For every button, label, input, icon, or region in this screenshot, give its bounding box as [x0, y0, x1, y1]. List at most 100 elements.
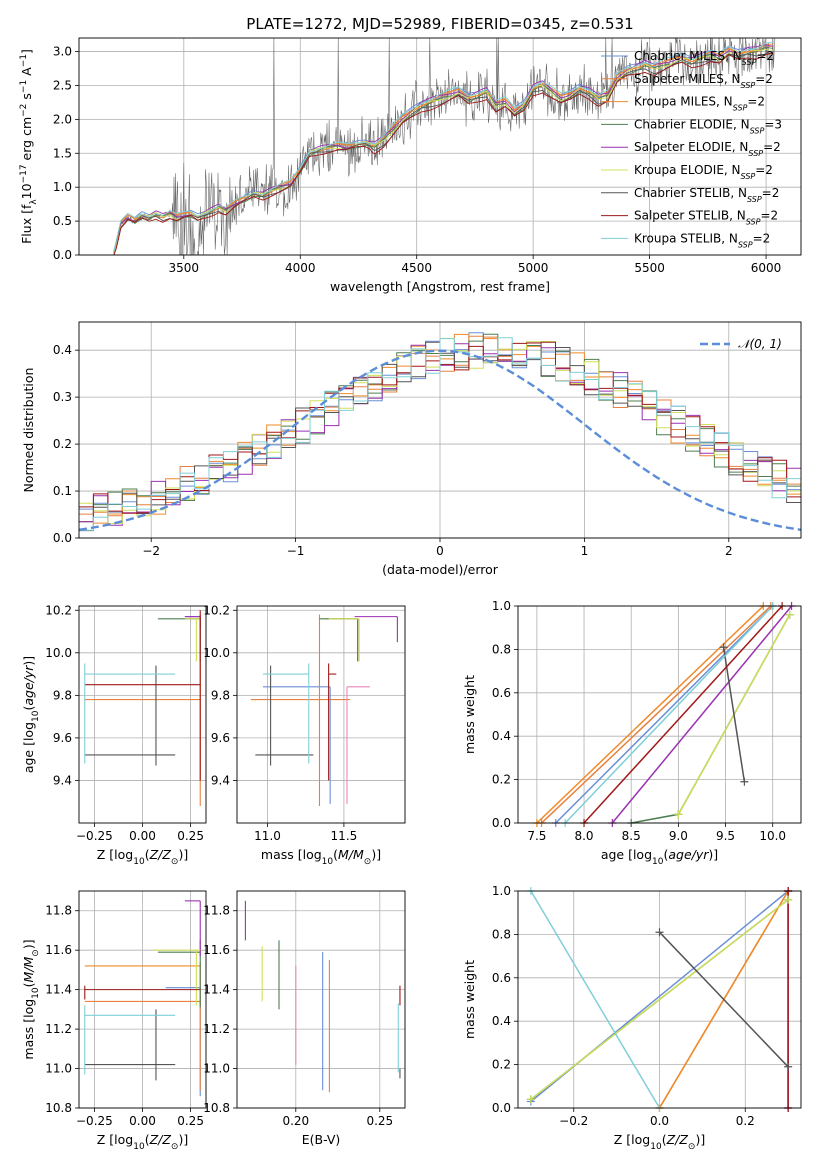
- residual-ylabel-part: Normed distribution: [21, 368, 36, 493]
- weight-vs-age-panel-content: [536, 606, 793, 823]
- weight-vs-age-panel-ytick-label: 0.6: [492, 686, 511, 700]
- residual-ylabel: Normed distribution: [21, 368, 36, 493]
- legend-label: Kroupa ELODIE, NSSP=2: [634, 163, 773, 181]
- weight-vs-z-panel-ytick-label: 1.0: [492, 884, 511, 898]
- mass-vs-z-panel-ylabel-part: 10: [31, 987, 41, 999]
- mass-vs-ebv-panel-ytick-label: 11.6: [203, 943, 230, 957]
- age-vs-z-panel-frame: [78, 605, 207, 824]
- age-vs-z-panel-ytick-label: 10.0: [45, 646, 72, 660]
- legend-label-part: Salpeter STELIB, N: [634, 209, 746, 223]
- spectrum-ylabel-part: −17: [19, 164, 29, 183]
- weight-vs-age-panel-xlabel-part: )]: [708, 847, 718, 862]
- age-vs-z-panel-xlabel-part: Z [log: [97, 847, 133, 862]
- residual-panel-ytick-label: 0.1: [53, 484, 72, 498]
- legend-label: Chabrier STELIB, NSSP=2: [634, 186, 779, 204]
- weight-vs-z-panel-xlabel-part: Z/Z: [666, 1132, 689, 1147]
- legend-label-part: =2: [756, 49, 774, 63]
- residual-panel-ytick-label: 0.2: [53, 437, 72, 451]
- weight-vs-z-panel-ytick-label: 0.8: [492, 927, 511, 941]
- weight-vs-age-panel-xtick-label: 9.5: [716, 829, 735, 843]
- mass-vs-z-panel-ylabel-part: ⊙: [31, 949, 41, 957]
- legend-label-part: =2: [755, 72, 773, 86]
- age-vs-mass-panel: 11.0 11.5 9.4 9.6 9.8 10.0 10.2 mass [log10(M/M…: [203, 603, 406, 867]
- mass-vs-ebv-panel-ytick-label: 10.8: [203, 1101, 230, 1115]
- mass-vs-ebv-panel-ytick-label: 11.4: [203, 983, 230, 997]
- mass-vs-z-panel-xtick-label: 0.25: [177, 1114, 204, 1128]
- age-vs-z-panel-xlabel: Z [log10(Z/Z⊙)]: [97, 847, 188, 867]
- age-vs-z-panel-ytick-label: 9.6: [53, 731, 72, 745]
- age-vs-mass-panel-xlabel-part: (: [333, 847, 338, 862]
- legend-label-part: SSP: [742, 58, 757, 67]
- age-vs-mass-panel-content: [250, 614, 398, 806]
- spectrum-ylabel-part: −1: [19, 54, 29, 67]
- spectrum-ylabel-part: 10: [19, 183, 34, 199]
- weight-vs-z-panel-xlabel-part: 10: [650, 1142, 662, 1152]
- mass-vs-ebv-panel-ytick-label: 11.8: [203, 904, 230, 918]
- weight-vs-age-panel-ytick-label: 0.2: [492, 773, 511, 787]
- mass-vs-z-panel-ylabel-part: )]: [21, 939, 36, 949]
- residual-panel-xtick-label: 1: [581, 544, 589, 558]
- weight-vs-age-panel-xtick-label: 7.5: [527, 829, 546, 843]
- weight-marker: [526, 1095, 535, 1104]
- age-vs-z-panel-xtick-label: −0.25: [76, 829, 113, 843]
- spectrum-panel-ytick-label: 2.0: [53, 112, 72, 126]
- legend-label-part: SSP: [733, 103, 748, 112]
- mass-vs-z-panel-ytick-label: 11.8: [45, 904, 72, 918]
- spectrum-panel-ytick-label: 2.5: [53, 78, 72, 92]
- figure-title: PLATE=1272, MJD=52989, FIBERID=0345, z=0…: [246, 15, 633, 33]
- legend-label-part: Kroupa STELIB, N: [634, 231, 738, 245]
- age-vs-mass-panel-frame: [236, 605, 406, 824]
- weight-marker: [740, 777, 749, 786]
- weight-line-kroupa-elodie: [530, 899, 789, 1100]
- spectrum-panel-ytick-label: 3.0: [53, 45, 72, 59]
- spectrum-ylabel-part: −1: [19, 80, 29, 93]
- mass-vs-z-panel-ylabel-part: M/M: [21, 956, 36, 982]
- spectrum-panel-xtick-label: 6000: [751, 261, 782, 275]
- mass-vs-z-panel-ytick-label: 11.2: [45, 1022, 72, 1036]
- mass-vs-z-panel-ylabel-part: mass [log: [21, 999, 36, 1060]
- spectrum-panel-frame: [78, 37, 802, 256]
- legend-label: Chabrier MILES, NSSP=2: [634, 49, 774, 67]
- legend-label-part: SSP: [748, 149, 763, 158]
- residual-panel-xtick-label: −1: [287, 544, 305, 558]
- residual-xlabel: (data-model)/error: [382, 562, 499, 577]
- legend-label-part: Salpeter ELODIE, N: [634, 140, 748, 154]
- age-vs-mass-panel-ytick-label: 9.8: [211, 688, 230, 702]
- weight-vs-z-panel-frame: [517, 890, 802, 1109]
- mass-vs-z-panel-xlabel: Z [log10(Z/Z⊙)]: [97, 1132, 188, 1152]
- mass-vs-ebv-panel-frame: [236, 890, 406, 1109]
- age-vs-mass-panel-ytick-label: 9.6: [211, 731, 230, 745]
- weight-line-chabrier-elodie: [631, 614, 791, 823]
- weight-vs-z-panel-xtick-label: 0.0: [650, 1114, 669, 1128]
- weight-vs-age-panel-xtick-label: 8.0: [574, 829, 593, 843]
- weight-vs-z-panel-ylabel: mass weight: [462, 960, 477, 1039]
- legend-label-part: =2: [747, 95, 765, 109]
- residual-panel: −2 −1 0 1 2 0.0 0.1 0.2 0.3 0.4 𝒩(0, 1) (data-model…: [21, 321, 802, 577]
- spectrum-panel-xtick-label: 3500: [169, 261, 200, 275]
- model-line-salpeter-stelib: [113, 52, 774, 255]
- residual-panel-frame: [78, 321, 802, 539]
- mass-vs-z-panel-ytick-label: 11.6: [45, 943, 72, 957]
- spectrum-ylabel-part: λ: [29, 199, 39, 205]
- age-vs-mass-panel-xtick-label: 11.0: [254, 829, 281, 843]
- age-vs-mass-panel-xtick-label: 11.5: [331, 829, 358, 843]
- mass-vs-ebv-panel-xlabel-part: E(B-V): [302, 1132, 341, 1147]
- weight-vs-z-panel-xlabel-part: )]: [695, 1132, 705, 1147]
- age-vs-z-panel-ylabel-part: age [log: [21, 722, 36, 773]
- mass-vs-z-panel-xlabel-part: (: [145, 1132, 150, 1147]
- weight-vs-z-panel-xtick-label: −0.2: [559, 1114, 588, 1128]
- histogram-kroupa-stelib: [79, 337, 801, 531]
- mass-vs-z-panel-content: [84, 900, 201, 1097]
- mass-vs-z-panel-xlabel-part: 10: [133, 1142, 145, 1152]
- model-line-salpeter-elodie: [113, 44, 774, 251]
- mass-vs-z-panel-frame: [78, 890, 207, 1109]
- legend-label: Kroupa STELIB, NSSP=2: [634, 231, 770, 249]
- weight-marker: [785, 610, 794, 619]
- age-vs-mass-panel-xlabel-part: 10: [322, 857, 334, 867]
- legend-label-part: =2: [753, 231, 771, 245]
- residual-panel-ytick-label: 0.3: [53, 390, 72, 404]
- spectrum-ylabel: Flux [fλ10−17 erg cm−2 s−1 A−1]: [19, 49, 39, 244]
- age-vs-mass-panel-xlabel-part: mass [log: [261, 847, 322, 862]
- spectrum-panel-ytick-label: 1.0: [53, 180, 72, 194]
- mass-vs-z-panel-xtick-label: 0.00: [129, 1114, 156, 1128]
